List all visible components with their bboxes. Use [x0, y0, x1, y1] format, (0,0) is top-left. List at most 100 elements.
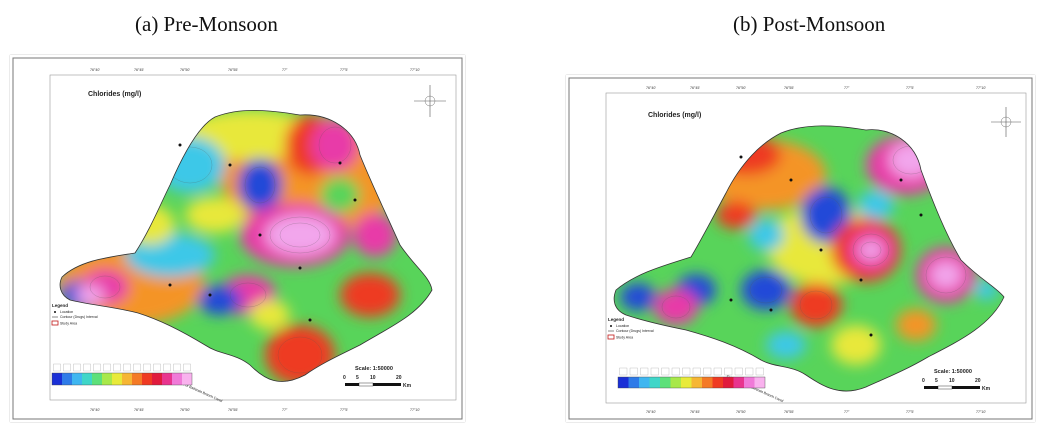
color-scale-swatch	[142, 373, 152, 385]
map-pre-monsoon: 76°40' 76°45' 76°50' 76°55' 77° 77°5' 77°10…	[12, 57, 463, 420]
color-scale-swatch	[182, 373, 192, 385]
svg-text:76°45': 76°45'	[690, 86, 700, 90]
color-scale-label-box	[745, 367, 754, 376]
map-legend: Legend Location Contour (Drugs) Interval…	[51, 303, 98, 326]
scale-unit: Km	[982, 386, 991, 392]
color-scale-swatch	[152, 373, 162, 385]
svg-text:76°40': 76°40'	[646, 410, 656, 414]
scale-tick-0: 0	[343, 375, 346, 381]
color-scale-label-box	[682, 367, 691, 376]
legend-item-contour: Contour (Drugs) Interval	[60, 315, 98, 319]
color-scale-swatch	[639, 377, 650, 388]
color-scale-label-box	[53, 363, 61, 372]
scale-unit: Km	[403, 383, 412, 389]
legend-item-location: Location	[616, 324, 629, 328]
svg-text:76°40': 76°40'	[646, 86, 656, 90]
color-scale-swatch	[162, 373, 172, 385]
svg-text:77°10': 77°10'	[976, 86, 986, 90]
color-scale-label-box	[133, 363, 141, 372]
bottom-coordinate-ticks: 76°40' 76°45' 76°50' 76°55' 77° 77°5' 77°10…	[90, 408, 420, 412]
location-marker	[899, 178, 903, 182]
legend-item-location: Location	[60, 310, 73, 314]
svg-text:76°45': 76°45'	[134, 408, 144, 412]
location-marker	[739, 155, 743, 159]
color-scale-swatch	[660, 377, 671, 388]
color-scale-swatch	[112, 373, 122, 385]
svg-text:76°50': 76°50'	[736, 86, 746, 90]
color-scale-swatch	[628, 377, 639, 388]
svg-text:76°45': 76°45'	[134, 68, 144, 72]
color-scale-swatch	[670, 377, 681, 388]
color-scale-label-box	[734, 367, 743, 376]
color-scale-border	[51, 372, 193, 386]
color-scale-swatch	[744, 377, 755, 388]
map-title: Chlorides (mg/l)	[88, 91, 141, 98]
color-scale-label-box	[83, 363, 91, 372]
north-arrow	[991, 107, 1021, 137]
svg-text:77°5': 77°5'	[340, 408, 348, 412]
color-scale-label-box	[692, 367, 701, 376]
svg-text:77°5': 77°5'	[340, 68, 348, 72]
svg-text:76°50': 76°50'	[736, 410, 746, 414]
scale-tick-5: 5	[356, 375, 359, 381]
scale-text: Scale: 1:50000	[934, 369, 972, 375]
scale-bar: Scale: 1:50000 0 5 10 20 Km	[922, 369, 991, 392]
color-scale-swatch	[172, 373, 182, 385]
color-scale-swatch	[132, 373, 142, 385]
color-scale-label-box	[640, 367, 649, 376]
color-scale-label-box	[73, 363, 81, 372]
map-inner-frame	[605, 92, 1027, 404]
color-scale-label-box	[143, 363, 151, 372]
svg-text:76°50': 76°50'	[180, 68, 190, 72]
svg-text:76°40': 76°40'	[90, 408, 100, 412]
color-scale-label-box	[123, 363, 131, 372]
color-scale-swatch	[102, 373, 112, 385]
color-scale-label-box	[163, 363, 171, 372]
location-marker	[258, 233, 262, 237]
legend-heading: Legend	[608, 317, 624, 322]
location-marker	[729, 298, 733, 302]
color-scale-swatch	[649, 377, 660, 388]
color-scale-swatch	[52, 373, 62, 385]
location-markers	[729, 155, 923, 337]
svg-text:77°10': 77°10'	[976, 410, 986, 414]
location-marker	[919, 213, 923, 217]
color-scale-swatch	[691, 377, 702, 388]
location-marker	[769, 308, 773, 312]
color-scale-swatch	[92, 373, 102, 385]
color-scale-label-box	[724, 367, 733, 376]
color-scale-swatch	[723, 377, 734, 388]
color-scale-swatch	[618, 377, 629, 388]
location-marker	[168, 283, 172, 287]
color-scale-swatch	[82, 373, 92, 385]
svg-text:76°55': 76°55'	[784, 86, 794, 90]
scale-tick-10: 10	[949, 378, 955, 384]
bottom-coordinate-ticks: 76°40' 76°45' 76°50' 76°55' 77° 77°5' 77°10…	[646, 410, 986, 414]
location-marker	[298, 266, 302, 270]
map-panel-post-monsoon: 76°40' 76°45' 76°50' 76°55' 77° 77°5' 77°10…	[566, 75, 1035, 422]
color-scale-label-box	[703, 367, 712, 376]
legend-item-study-area: Study Area	[616, 336, 633, 340]
scale-tick-5: 5	[935, 378, 938, 384]
color-scale-label-box	[113, 363, 121, 372]
color-scale-label-box	[103, 363, 111, 372]
map-post-monsoon: 76°40' 76°45' 76°50' 76°55' 77° 77°5' 77°10…	[568, 77, 1033, 420]
svg-text:76°55': 76°55'	[784, 410, 794, 414]
top-coordinate-ticks: 76°40' 76°45' 76°50' 76°55' 77° 77°5' 77°10…	[646, 86, 986, 90]
location-marker	[353, 198, 357, 202]
color-scale-swatch	[122, 373, 132, 385]
location-marker	[789, 178, 793, 182]
svg-text:77°: 77°	[282, 68, 288, 72]
color-scale-label-box	[650, 367, 659, 376]
map-panel-pre-monsoon: 76°40' 76°45' 76°50' 76°55' 77° 77°5' 77°10…	[10, 55, 465, 422]
map-inner-frame	[49, 74, 457, 401]
color-scale-swatch	[712, 377, 723, 388]
svg-text:77°: 77°	[844, 86, 850, 90]
color-scale-label-box	[153, 363, 161, 372]
top-coordinate-ticks: 76°40' 76°45' 76°50' 76°55' 77° 77°5' 77°10…	[90, 68, 420, 72]
color-scale-label-box	[619, 367, 628, 376]
color-scale-swatch	[733, 377, 744, 388]
location-markers	[168, 143, 357, 322]
svg-text:77°10': 77°10'	[410, 408, 420, 412]
location-marker	[228, 163, 232, 167]
